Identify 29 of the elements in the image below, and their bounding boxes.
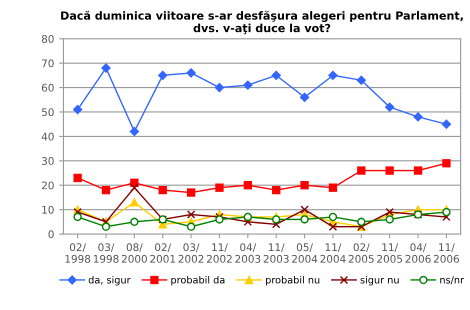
x-tick-label: 08/ 2000 [122, 243, 147, 263]
x-tick-label: 04/ 2003 [235, 243, 260, 263]
legend-label: da, sigur [88, 276, 131, 286]
x-tick-label: 11/ 2002 [206, 243, 232, 263]
y-tick-label: 10 [42, 206, 54, 214]
y-tick-label: 80 [42, 34, 54, 43]
x-tick-label: 02/ 2005 [348, 243, 374, 263]
x-tick-label: 03/ 1998 [94, 243, 119, 263]
legend-label: sigur nu [360, 276, 399, 286]
chart-title: Dacă duminica viitoare s-ar desfăşura alegeri pentru Parlament, dvs. v-aţi duce la vot? [61, 10, 463, 34]
x-tick-label: 11/ 2003 [264, 243, 289, 263]
x-tick-label: 11/ 2005 [377, 243, 402, 263]
y-tick-label: 70 [42, 59, 54, 68]
x-tick-label: 03/ 2002 [178, 243, 204, 263]
x-tick-label: 05/ 2004 [292, 243, 318, 263]
x-tick-label: 11/ 2006 [434, 243, 460, 263]
y-tick-label: 20 [42, 181, 54, 190]
x-tick-label: 02/ 1998 [66, 243, 90, 263]
x-tick-label: 11/ 2004 [320, 243, 346, 263]
y-tick-label: 30 [42, 157, 54, 165]
y-tick-label: 0 [48, 230, 54, 238]
y-tick-label: 60 [42, 84, 54, 92]
legend-label: ns/nr [440, 276, 464, 284]
x-tick-label: 04/ 2006 [406, 243, 431, 263]
legend-label: probabil nu [266, 276, 320, 286]
y-tick-label: 40 [42, 132, 54, 141]
legend-label: probabil da [171, 276, 224, 286]
y-tick-label: 50 [42, 108, 54, 116]
x-tick-label: 02/ 2001 [150, 243, 176, 263]
